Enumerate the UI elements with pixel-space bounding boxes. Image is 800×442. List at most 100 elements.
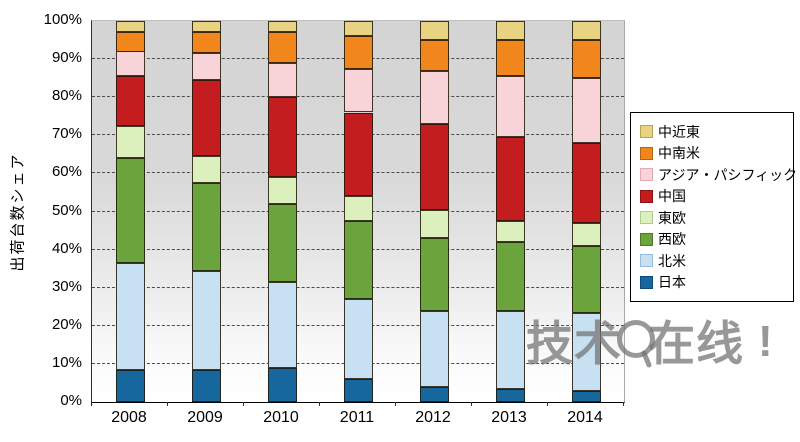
bar-segment bbox=[419, 238, 449, 311]
legend-swatch bbox=[640, 275, 653, 289]
bar-segment bbox=[571, 245, 601, 313]
magnifier-circle-icon bbox=[617, 320, 655, 368]
bar-segment bbox=[343, 36, 373, 69]
watermark-text-left: 技术 bbox=[526, 317, 622, 370]
bar-segment bbox=[267, 32, 297, 63]
watermark: 技术 在线 ! bbox=[526, 320, 774, 374]
x-tick-label: 2010 bbox=[263, 409, 299, 426]
legend: 中近東 中南米 アジア・パシフィック 中国 東欧 西欧 北米 日本 bbox=[630, 112, 797, 302]
bar-segment bbox=[419, 209, 449, 239]
legend-item: 西欧 bbox=[640, 229, 793, 251]
x-tick-label: 2009 bbox=[187, 409, 223, 426]
bar-segment bbox=[343, 221, 373, 300]
axis-tick bbox=[547, 402, 548, 406]
x-tick-label: 2012 bbox=[415, 409, 451, 426]
legend-item: アジア・パシフィック bbox=[640, 164, 797, 186]
legend-swatch bbox=[640, 211, 653, 225]
bar-segment bbox=[191, 369, 221, 402]
legend-label: 東欧 bbox=[658, 209, 686, 226]
axis-tick bbox=[243, 402, 244, 406]
bar-2010 bbox=[267, 21, 297, 402]
bar-segment bbox=[343, 379, 373, 402]
bar-2009 bbox=[191, 21, 221, 402]
bar-segment bbox=[419, 21, 449, 41]
bar-segment bbox=[343, 21, 373, 37]
bar-segment bbox=[115, 76, 145, 126]
legend-label: 日本 bbox=[658, 274, 686, 291]
legend-label: 北米 bbox=[658, 252, 686, 269]
legend-swatch bbox=[640, 125, 653, 139]
bar-segment bbox=[115, 262, 145, 370]
bar-segment bbox=[267, 177, 297, 204]
x-tick-label: 2008 bbox=[111, 409, 147, 426]
bar-segment bbox=[495, 76, 525, 138]
bar-segment bbox=[495, 221, 525, 242]
legend-swatch bbox=[640, 232, 653, 246]
axis-tick bbox=[167, 402, 168, 406]
y-tick-label: 20% bbox=[51, 315, 82, 333]
bar-segment bbox=[191, 53, 221, 81]
bar-segment bbox=[419, 310, 449, 387]
bar-segment bbox=[343, 68, 373, 113]
bar-segment bbox=[571, 142, 601, 223]
axis-tick bbox=[395, 402, 396, 406]
y-tick-label: 40% bbox=[51, 239, 82, 257]
y-tick-label: 0% bbox=[60, 392, 82, 409]
bar-segment bbox=[191, 32, 221, 54]
bar-segment bbox=[115, 369, 145, 402]
bar-segment bbox=[571, 390, 601, 402]
bar-segment bbox=[495, 242, 525, 311]
bar-segment bbox=[571, 40, 601, 79]
y-tick-label: 60% bbox=[51, 163, 82, 181]
bar-segment bbox=[419, 70, 449, 124]
bar-segment bbox=[495, 388, 525, 402]
legend-item: 日本 bbox=[640, 272, 793, 294]
bar-segment bbox=[571, 21, 601, 41]
y-tick-label: 70% bbox=[51, 125, 82, 143]
bar-segment bbox=[495, 40, 525, 77]
y-tick-label: 100% bbox=[43, 11, 82, 28]
bar-segment bbox=[343, 299, 373, 380]
watermark-text-right: 在线 bbox=[648, 317, 744, 370]
bar-segment bbox=[191, 21, 221, 33]
legend-item: 中南米 bbox=[640, 143, 793, 165]
x-tick-label: 2011 bbox=[339, 409, 375, 426]
watermark-exclamation: ! bbox=[758, 317, 774, 366]
bar-segment bbox=[495, 137, 525, 221]
bar-segment bbox=[419, 123, 449, 210]
legend-item: 中近東 bbox=[640, 121, 793, 143]
bar-2012 bbox=[419, 21, 449, 402]
bar-segment bbox=[191, 183, 221, 271]
bar-segment bbox=[571, 78, 601, 143]
bar-segment bbox=[115, 21, 145, 33]
legend-swatch bbox=[640, 254, 653, 268]
x-tick-label: 2013 bbox=[491, 409, 527, 426]
bar-segment bbox=[419, 386, 449, 402]
bar-segment bbox=[115, 32, 145, 52]
bar-segment bbox=[267, 21, 297, 33]
bar-segment bbox=[191, 156, 221, 183]
bar-segment bbox=[571, 222, 601, 246]
legend-swatch bbox=[640, 146, 653, 160]
bar-segment bbox=[267, 367, 297, 402]
bar-segment bbox=[343, 112, 373, 197]
bar-segment bbox=[267, 282, 297, 368]
bar-segment bbox=[419, 40, 449, 71]
axis-tick bbox=[623, 402, 624, 406]
y-tick-label: 80% bbox=[51, 87, 82, 105]
bar-2013 bbox=[495, 21, 525, 402]
legend-swatch bbox=[640, 168, 653, 182]
axis-tick bbox=[471, 402, 472, 406]
bar-2011 bbox=[343, 21, 373, 402]
bar-segment bbox=[571, 312, 601, 391]
legend-label: 中近東 bbox=[658, 123, 700, 140]
bar-segment bbox=[115, 158, 145, 263]
bar-segment bbox=[191, 80, 221, 157]
bar-segment bbox=[191, 270, 221, 370]
bar-segment bbox=[267, 62, 297, 98]
y-tick-label: 10% bbox=[51, 353, 82, 371]
bar-segment bbox=[495, 310, 525, 389]
bar-segment bbox=[267, 97, 297, 178]
bar-segment bbox=[495, 21, 525, 41]
